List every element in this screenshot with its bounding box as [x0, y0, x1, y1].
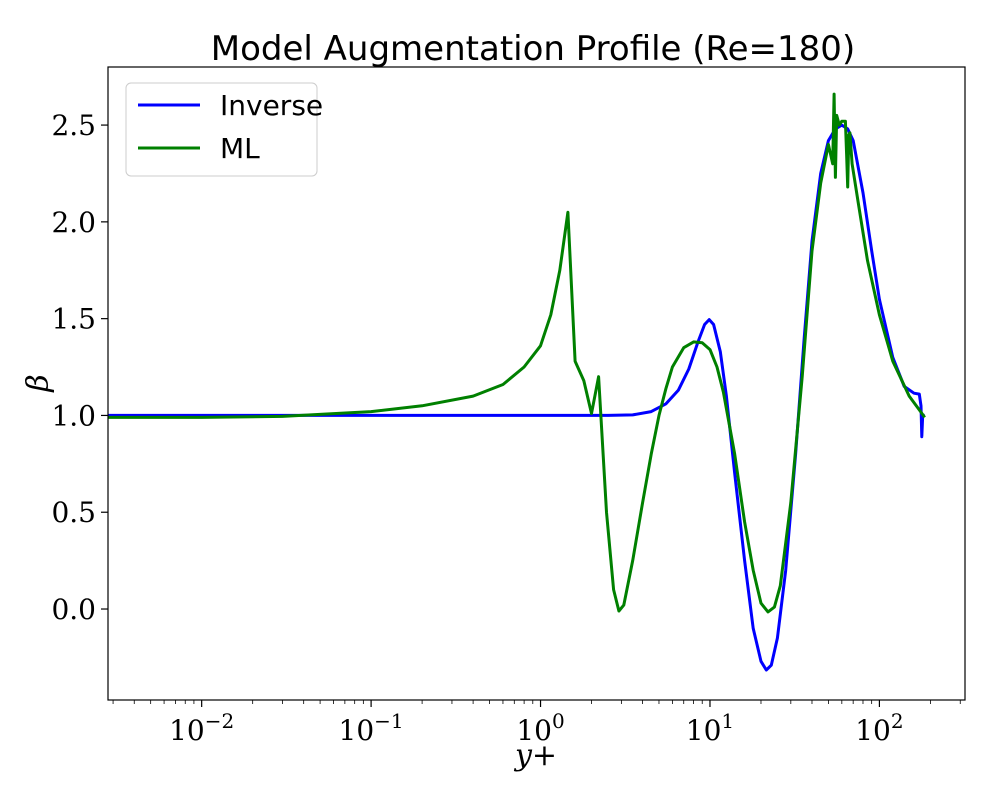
- x-axis-label: y+: [513, 738, 557, 773]
- x-tick-label: 10−2: [169, 709, 234, 747]
- legend-label-ml: ML: [220, 132, 260, 165]
- y-tick-label: 1.0: [51, 399, 96, 432]
- series-layer: [108, 92, 926, 672]
- y-tick-label: 2.0: [51, 206, 96, 239]
- x-tick-label: 102: [855, 709, 903, 747]
- legend: Inverse ML: [125, 82, 323, 177]
- y-tick-label: 2.5: [51, 109, 96, 142]
- series-line-inverse: [108, 123, 925, 672]
- y-axis-label: β: [21, 374, 56, 392]
- axes-frame: [107, 66, 966, 701]
- x-axis-ticks: 10−2 10−1 100 101 102: [112, 700, 961, 747]
- y-tick-label: 1.5: [51, 303, 96, 336]
- y-axis-ticks: 0.0 0.5 1.0 1.5 2.0 2.5: [51, 109, 108, 626]
- x-tick-label: 100: [516, 709, 564, 747]
- legend-label-inverse: Inverse: [220, 89, 323, 122]
- x-tick-label: 101: [686, 709, 734, 747]
- chart-title: Model Augmentation Profile (Re=180): [211, 29, 855, 69]
- y-tick-label: 0.0: [51, 593, 96, 626]
- x-tick-label: 10−1: [339, 709, 404, 747]
- y-tick-label: 0.5: [51, 496, 96, 529]
- plot-area: 10−2 10−1 100 101 102 0.0 0.5 1.0 1.5 2.0 2.5: [51, 66, 966, 747]
- series-line-ml: [108, 92, 926, 614]
